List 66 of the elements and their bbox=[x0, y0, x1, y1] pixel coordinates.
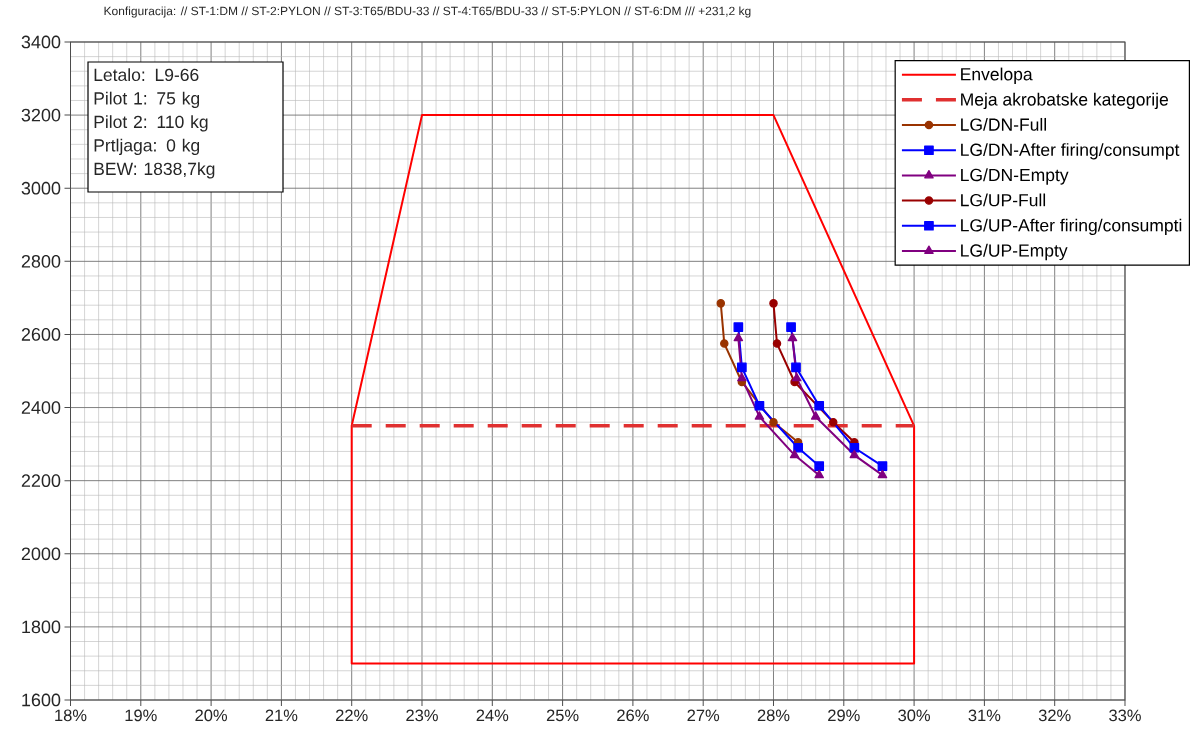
point bbox=[789, 449, 800, 459]
x-tick-label: 27% bbox=[687, 709, 720, 722]
point bbox=[720, 339, 729, 348]
point bbox=[791, 362, 801, 373]
x-tick-label: 26% bbox=[617, 709, 649, 722]
y-tick-label: 3400 bbox=[21, 35, 61, 49]
point bbox=[716, 299, 726, 308]
x-tick-label: 19% bbox=[125, 709, 157, 722]
point bbox=[810, 411, 821, 420]
annotation: Letalo: L9-66 bbox=[94, 68, 199, 82]
point bbox=[787, 332, 798, 342]
y-tick-label: 3000 bbox=[21, 181, 61, 195]
x-tick-label: 24% bbox=[476, 709, 509, 722]
point bbox=[772, 339, 782, 348]
point bbox=[754, 411, 765, 420]
y-tick-label: 3200 bbox=[21, 108, 61, 122]
y-tick-label: 2400 bbox=[21, 401, 61, 414]
annotation: BEW: 1838,7kg bbox=[94, 162, 215, 179]
point bbox=[814, 469, 824, 479]
point bbox=[849, 442, 860, 453]
point bbox=[814, 461, 825, 471]
x-tick-label: 21% bbox=[265, 709, 298, 722]
legend-label: LG/UP-After firing/consumpti bbox=[961, 218, 1182, 235]
point bbox=[737, 362, 747, 373]
y-tick-label: 2200 bbox=[21, 474, 61, 488]
point bbox=[769, 417, 778, 427]
point bbox=[849, 449, 860, 459]
x-tick-label: 18% bbox=[55, 709, 87, 722]
point bbox=[829, 417, 838, 427]
legend-label: LG/UP-Empty bbox=[961, 243, 1068, 261]
annotation: Prtljaga: 0 kg bbox=[94, 138, 200, 156]
x-tick-label: 30% bbox=[898, 709, 931, 722]
x-tick-label: 32% bbox=[1038, 709, 1071, 722]
x-tick-label: 28% bbox=[757, 709, 790, 722]
point bbox=[793, 442, 803, 453]
y-tick-label: 2600 bbox=[21, 328, 61, 341]
annotation: Pilot 1: 75 kg bbox=[94, 91, 200, 109]
point bbox=[877, 469, 888, 479]
point bbox=[754, 400, 765, 411]
x-tick-label: 29% bbox=[828, 709, 860, 722]
chart-title: Konfiguracija: // ST-1:DM // ST-2:PYLON // ST-3:T65/BDU-33 // ST-4:T65/BDU-33 // ST-5:PYLON // ST-6:DM /// +231,2 kg bbox=[104, 6, 751, 18]
point bbox=[769, 299, 778, 308]
x-tick-label: 33% bbox=[1109, 709, 1141, 722]
point bbox=[877, 461, 888, 471]
point bbox=[733, 322, 744, 332]
legend-label: LG/UP-Full bbox=[961, 193, 1046, 207]
x-tick-label: 23% bbox=[406, 709, 438, 722]
x-tick-label: 20% bbox=[195, 709, 228, 722]
y-tick-label: 1800 bbox=[22, 620, 61, 634]
legend-label: Envelopa bbox=[961, 67, 1033, 84]
legend-label: LG/DN-Empty bbox=[961, 168, 1069, 185]
x-tick-label: 25% bbox=[546, 709, 579, 722]
point bbox=[737, 372, 747, 382]
point bbox=[733, 332, 744, 342]
legend-label: LG/DN-After firing/consumpt bbox=[961, 143, 1180, 160]
point bbox=[814, 400, 825, 411]
y-tick-label: 2800 bbox=[21, 254, 61, 268]
x-tick-label: 31% bbox=[968, 709, 1001, 722]
point bbox=[791, 372, 802, 382]
y-tick-label: 1600 bbox=[22, 693, 61, 707]
legend-label: Meja akrobatske kategorije bbox=[961, 92, 1168, 110]
annotation: Pilot 2: 110 kg bbox=[94, 115, 208, 132]
point bbox=[786, 322, 796, 332]
x-tick-label: 22% bbox=[336, 709, 368, 722]
legend-label: LG/DN-Full bbox=[961, 117, 1047, 131]
y-tick-label: 2000 bbox=[21, 547, 61, 561]
